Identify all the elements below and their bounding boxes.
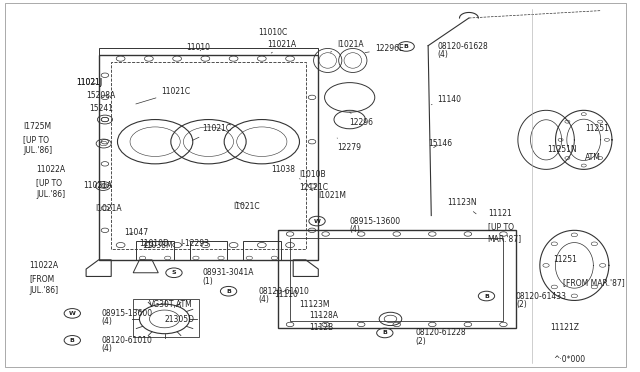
Text: JUL.'86]: JUL.'86] bbox=[29, 286, 59, 295]
Text: (4): (4) bbox=[259, 295, 269, 304]
Text: I1021A: I1021A bbox=[95, 203, 122, 213]
Text: B: B bbox=[484, 294, 489, 298]
Text: 11140: 11140 bbox=[431, 95, 461, 105]
Text: [FROM MAR.'87]: [FROM MAR.'87] bbox=[563, 279, 625, 288]
Text: B: B bbox=[70, 338, 75, 343]
Text: B: B bbox=[382, 330, 387, 336]
Text: (4): (4) bbox=[438, 51, 449, 60]
Text: 11121: 11121 bbox=[488, 209, 511, 218]
Text: 11038: 11038 bbox=[271, 165, 295, 174]
Text: S: S bbox=[172, 270, 176, 275]
Text: W: W bbox=[69, 311, 76, 316]
Text: 11021J: 11021J bbox=[77, 78, 103, 87]
Text: 21305D: 21305D bbox=[164, 315, 195, 324]
Text: I1725M: I1725M bbox=[23, 122, 51, 131]
Text: 11021C: 11021C bbox=[192, 124, 231, 141]
Text: 11010: 11010 bbox=[186, 43, 211, 52]
Text: I1021M: I1021M bbox=[312, 190, 346, 200]
Text: 15208A: 15208A bbox=[86, 91, 115, 100]
Text: 12279: 12279 bbox=[337, 138, 361, 152]
Text: (2): (2) bbox=[516, 300, 527, 309]
Text: W: W bbox=[314, 219, 321, 224]
Text: 1112B: 1112B bbox=[309, 323, 333, 331]
Text: [UP TO: [UP TO bbox=[488, 222, 514, 231]
Text: (4): (4) bbox=[349, 225, 360, 234]
Text: I1021A: I1021A bbox=[330, 41, 364, 52]
Text: 08931-3041A: 08931-3041A bbox=[202, 268, 253, 277]
Text: 08120-61010: 08120-61010 bbox=[259, 287, 310, 296]
Text: 11110: 11110 bbox=[275, 291, 298, 299]
Text: [UP TO: [UP TO bbox=[23, 135, 49, 144]
Text: 11021J: 11021J bbox=[77, 78, 103, 87]
Text: 15146: 15146 bbox=[428, 139, 452, 148]
Text: VG30T,ATM: VG30T,ATM bbox=[149, 300, 193, 310]
Text: B: B bbox=[226, 289, 231, 294]
Text: (4): (4) bbox=[102, 317, 113, 326]
Text: 08915-13600: 08915-13600 bbox=[102, 309, 153, 318]
Text: (1): (1) bbox=[202, 277, 213, 286]
Text: 11021A: 11021A bbox=[83, 182, 112, 190]
Text: 11123N: 11123N bbox=[447, 198, 477, 214]
Text: 11251N: 11251N bbox=[547, 145, 577, 154]
Text: 12296: 12296 bbox=[349, 112, 374, 127]
Text: 11123M: 11123M bbox=[300, 300, 330, 310]
Text: 12121C: 12121C bbox=[300, 179, 328, 192]
Text: 11010C: 11010C bbox=[259, 28, 288, 43]
Text: 11047: 11047 bbox=[124, 228, 148, 237]
Text: 11021C: 11021C bbox=[136, 87, 191, 104]
Text: 12296E: 12296E bbox=[365, 44, 404, 53]
Text: 11128A: 11128A bbox=[309, 311, 338, 320]
Text: 11251: 11251 bbox=[585, 124, 609, 133]
Text: I1010B: I1010B bbox=[300, 170, 326, 186]
Text: 15241: 15241 bbox=[89, 104, 113, 113]
Text: 08120-61628: 08120-61628 bbox=[438, 42, 488, 51]
Text: JUL.'86]: JUL.'86] bbox=[36, 190, 65, 199]
Text: ATM: ATM bbox=[585, 153, 601, 162]
Text: 11022A: 11022A bbox=[29, 261, 59, 270]
Text: 08120-61010: 08120-61010 bbox=[102, 336, 153, 345]
Text: I-12293: I-12293 bbox=[180, 239, 209, 248]
Text: 08120-61433: 08120-61433 bbox=[516, 292, 567, 301]
Text: I1021C: I1021C bbox=[234, 202, 260, 211]
Text: 08915-13600: 08915-13600 bbox=[349, 217, 401, 225]
Text: 11121Z: 11121Z bbox=[550, 323, 579, 331]
Text: 11251: 11251 bbox=[554, 255, 577, 264]
Text: 11022A: 11022A bbox=[36, 165, 65, 174]
Text: JUL.'86]: JUL.'86] bbox=[23, 147, 52, 155]
Text: ^·0*000: ^·0*000 bbox=[554, 355, 586, 364]
Text: MAR.'87]: MAR.'87] bbox=[488, 234, 522, 243]
Text: [FROM: [FROM bbox=[29, 274, 55, 283]
Text: B: B bbox=[404, 44, 408, 49]
Text: (4): (4) bbox=[102, 344, 113, 353]
Text: 11038M: 11038M bbox=[143, 241, 173, 250]
Text: (2): (2) bbox=[415, 337, 426, 346]
Text: 08120-61228: 08120-61228 bbox=[415, 328, 466, 337]
Text: 11010D: 11010D bbox=[140, 239, 170, 248]
Text: [UP TO: [UP TO bbox=[36, 178, 62, 187]
Text: 11021A: 11021A bbox=[268, 41, 296, 53]
